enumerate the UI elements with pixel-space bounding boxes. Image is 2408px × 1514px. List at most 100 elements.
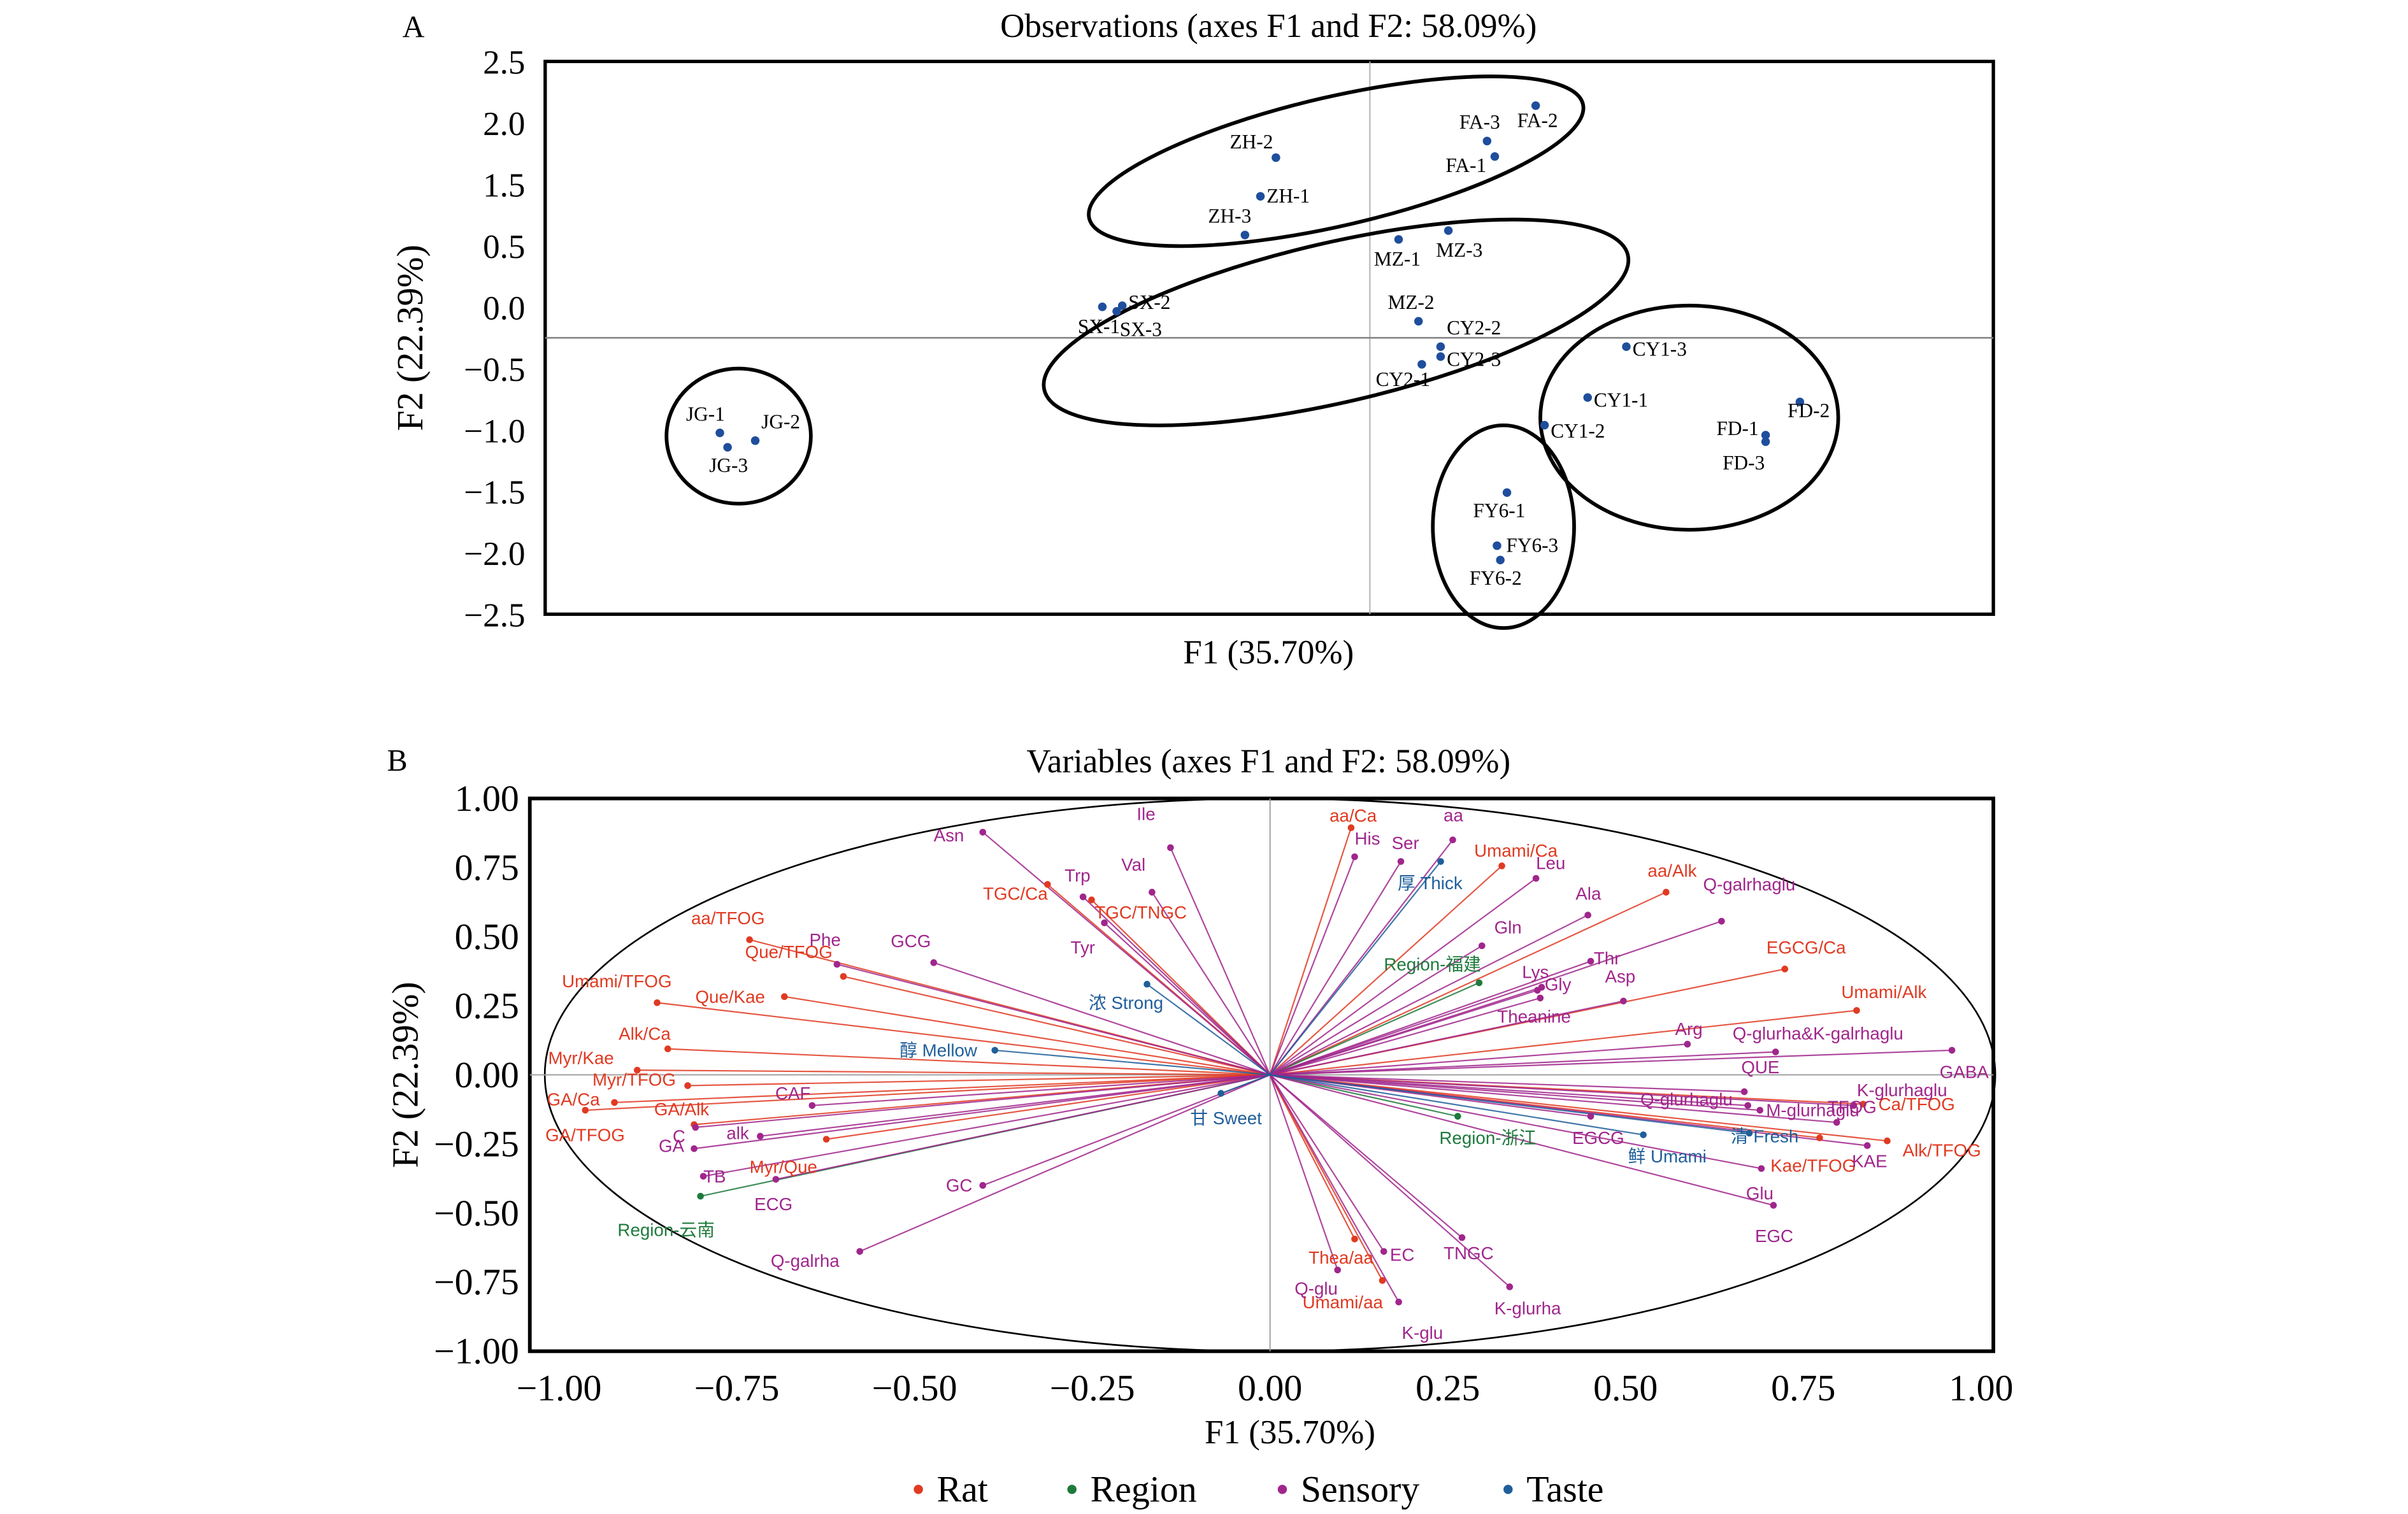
variable-label-egcg: EGCG <box>1572 1128 1624 1148</box>
variable-label-que-kae: Que/Kae <box>696 987 765 1006</box>
vector-ec <box>1269 1074 1385 1252</box>
panel-a-observations: A Observations (axes F1 and F2: 58.09%) … <box>389 8 1995 671</box>
variable-label-trp: Trp <box>1064 866 1091 885</box>
y-tick-label: 1.00 <box>455 778 519 819</box>
variable-label-region: Region-云南 <box>617 1220 715 1240</box>
vector-myr-que <box>826 1074 1270 1140</box>
variable-label-val: Val <box>1121 855 1145 875</box>
series-labels-sensory: Asn Ile Trp Val Tyr Phe GCG His Ser aa Leu Gln Ala Th… <box>659 804 1989 1343</box>
vector-trp <box>1082 896 1271 1076</box>
variable-point-tb <box>699 1173 707 1180</box>
observation-point-cy1-2 <box>1540 420 1549 430</box>
variable-point-ga <box>692 1124 699 1131</box>
variable-label-sweet: 甘 Sweet <box>1190 1108 1262 1128</box>
observation-label-mz-1: MZ-1 <box>1374 248 1421 270</box>
variable-point-region <box>697 1192 704 1200</box>
y-tick-label: 0.25 <box>455 985 519 1026</box>
variable-label-gln: Gln <box>1494 918 1522 938</box>
vector-tfog <box>1270 1074 1837 1124</box>
vector-ga-tfog <box>585 1074 1270 1111</box>
variable-label-ga-tfog: GA/TFOG <box>545 1125 625 1145</box>
vector-phe <box>836 963 1270 1076</box>
vector-ser <box>1269 861 1401 1076</box>
variable-label-umami-alk: Umami/Alk <box>1841 982 1926 1002</box>
group-ellipse <box>1042 217 1631 427</box>
variable-point-region <box>1475 979 1483 987</box>
vector-val <box>1151 892 1271 1076</box>
y-tick-label: −1.5 <box>464 475 525 511</box>
variable-point-ec <box>1380 1248 1387 1255</box>
variable-label-umami-aa: Umami/aa <box>1303 1292 1384 1312</box>
variable-point-umami-tfog <box>654 999 661 1006</box>
variable-point-tgc-tngc <box>1088 896 1095 904</box>
variable-label-q-galrha: Q-galrha <box>771 1251 840 1271</box>
panel-b-variables: B Variables (axes F1 and F2: 58.09%) F1 … <box>385 743 2014 1510</box>
vector-ala <box>1270 914 1589 1076</box>
vector-umami-ca <box>1269 865 1503 1076</box>
observation-point-fa-1 <box>1490 152 1500 161</box>
observation-label-zh-3: ZH-3 <box>1208 205 1251 227</box>
observation-point-fa-3 <box>1482 136 1492 146</box>
vector-glu <box>1270 1074 1762 1169</box>
panel-a-title: Observations (axes F1 and F2: 58.09%) <box>1000 8 1537 45</box>
variable-point-gaba <box>1948 1046 1956 1054</box>
vector-mellow <box>994 1049 1270 1076</box>
observation-point-cy1-3 <box>1622 342 1631 352</box>
y-tick-label: −0.25 <box>434 1123 519 1164</box>
variable-point-que-kae <box>781 993 788 1001</box>
variable-point-region <box>1454 1113 1461 1120</box>
variable-label-tfog: TFOG <box>1828 1097 1877 1117</box>
observation-point-fy6-3 <box>1493 541 1501 550</box>
variable-label-gaba: GABA <box>1940 1062 1989 1082</box>
vector-q-glu <box>1269 1075 1338 1271</box>
variable-point-q-galrhaglu <box>1718 917 1725 925</box>
variable-label-q-glu: Q-glu <box>1294 1278 1338 1298</box>
observation-label-zh-1: ZH-1 <box>1266 185 1310 207</box>
variable-point-leu <box>1532 875 1540 882</box>
observation-point-fd-3 <box>1761 437 1770 446</box>
variable-label-k-glurha: K-glurha <box>1494 1299 1561 1318</box>
observation-point-fy6-2 <box>1496 555 1505 565</box>
series-labels-rat: aa/Ca Umami/Ca aa/Alk EGCG/Ca Umami/Alk Ca/TF… <box>545 806 1981 1312</box>
legend-marker-taste <box>1503 1485 1513 1494</box>
vector-leu <box>1270 878 1537 1076</box>
variable-point-ecg <box>772 1176 780 1183</box>
observation-point-cy2-3 <box>1436 352 1445 361</box>
x-tick-label: 0.00 <box>1238 1368 1302 1409</box>
vector-tb <box>703 1074 1270 1177</box>
vector-sweet <box>1221 1074 1271 1094</box>
variable-point-umami-aa <box>1379 1277 1386 1284</box>
observation-label-sx-1: SX-1 <box>1078 315 1120 338</box>
variable-point-kae-tfog <box>1816 1134 1823 1141</box>
variable-label-ga: GA <box>659 1136 685 1156</box>
panel-b-plot-area: aa/Ca Umami/Ca aa/Alk EGCG/Ca Umami/Alk Ca/TF… <box>527 796 1996 1353</box>
panel-a-plot-area: JG-1 JG-2 JG-3 SX-1 SX-2 SX-3 ZH-1 ZH-2 ZH-3 FA-1… <box>543 59 1995 630</box>
observation-label-mz-3: MZ-3 <box>1436 239 1482 261</box>
vector-tngc <box>1269 1074 1463 1238</box>
observation-label-jg-3: JG-3 <box>709 454 748 476</box>
variable-point-myr-que <box>822 1136 830 1143</box>
variable-label-q-galrhaglu: Q-galrhaglu <box>1703 875 1795 894</box>
variable-point-thr <box>1587 957 1595 965</box>
observation-label-fa-2: FA-2 <box>1517 110 1558 132</box>
variable-label-alk-tfog: Alk/TFOG <box>1903 1140 1981 1160</box>
observation-point-jg-3 <box>723 443 732 452</box>
panel-b-title: Variables (axes F1 and F2: 58.09%) <box>1026 743 1510 780</box>
legend-item-taste: Taste <box>1503 1469 1603 1510</box>
variable-label-k-glurhaglu: K-glurhaglu <box>1857 1080 1947 1100</box>
observation-label-zh-2: ZH-2 <box>1230 131 1273 153</box>
legend: Rat Region Sensory Taste <box>914 1469 1603 1510</box>
variable-label-caf: CAF <box>775 1083 810 1103</box>
vector-q-glurha-k-galrhaglu <box>1270 1051 1776 1076</box>
variable-label-thr: Thr <box>1594 948 1621 968</box>
variable-label-q-glurha-k-galrhaglu: Q-glurha&K-galrhaglu <box>1733 1024 1903 1043</box>
legend-marker-rat <box>914 1485 923 1494</box>
variable-point-umami-alk <box>1853 1007 1860 1014</box>
variable-point-gcg <box>930 959 938 966</box>
variable-point-gly <box>1538 983 1545 991</box>
panel-a-xlabel: F1 (35.70%) <box>1183 634 1354 671</box>
variable-point-tgc-ca <box>1043 881 1051 888</box>
group-ellipse <box>1431 423 1576 630</box>
legend-marker-sensory <box>1277 1485 1287 1494</box>
observation-point-fa-2 <box>1531 101 1540 110</box>
